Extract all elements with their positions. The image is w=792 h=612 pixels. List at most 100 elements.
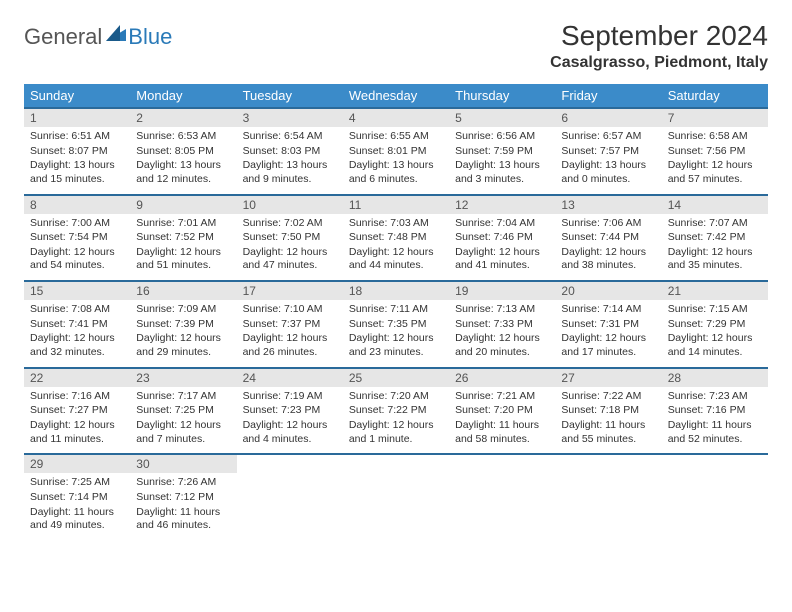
sunset-text: Sunset: 7:52 PM — [136, 231, 230, 245]
sunset-text: Sunset: 7:31 PM — [561, 318, 655, 332]
day-data-row: Sunrise: 7:16 AMSunset: 7:27 PMDaylight:… — [24, 387, 768, 455]
day-number-cell: 15 — [24, 281, 130, 300]
daylight-text: Daylight: 13 hours and 9 minutes. — [243, 159, 337, 186]
dow-friday: Friday — [555, 84, 661, 108]
header: General Blue September 2024 Casalgrasso,… — [24, 20, 768, 72]
title-block: September 2024 Casalgrasso, Piedmont, It… — [550, 20, 768, 72]
day-data-row: Sunrise: 6:51 AMSunset: 8:07 PMDaylight:… — [24, 127, 768, 195]
sunset-text: Sunset: 8:03 PM — [243, 145, 337, 159]
daylight-text: Daylight: 13 hours and 0 minutes. — [561, 159, 655, 186]
day-number-row: 2930 — [24, 454, 768, 473]
day-data-cell: Sunrise: 7:16 AMSunset: 7:27 PMDaylight:… — [24, 387, 130, 455]
sunrise-text: Sunrise: 7:20 AM — [349, 390, 443, 404]
sunset-text: Sunset: 8:05 PM — [136, 145, 230, 159]
sunrise-text: Sunrise: 7:11 AM — [349, 303, 443, 317]
sunrise-text: Sunrise: 6:51 AM — [30, 130, 124, 144]
day-data-cell: Sunrise: 7:14 AMSunset: 7:31 PMDaylight:… — [555, 300, 661, 368]
day-data-cell: Sunrise: 7:06 AMSunset: 7:44 PMDaylight:… — [555, 214, 661, 282]
sunrise-text: Sunrise: 7:03 AM — [349, 217, 443, 231]
sunrise-text: Sunrise: 6:54 AM — [243, 130, 337, 144]
day-data-cell: Sunrise: 7:23 AMSunset: 7:16 PMDaylight:… — [662, 387, 768, 455]
sunset-text: Sunset: 7:59 PM — [455, 145, 549, 159]
day-data-cell: Sunrise: 7:10 AMSunset: 7:37 PMDaylight:… — [237, 300, 343, 368]
daylight-text: Daylight: 11 hours and 58 minutes. — [455, 419, 549, 446]
dow-thursday: Thursday — [449, 84, 555, 108]
daylight-text: Daylight: 12 hours and 4 minutes. — [243, 419, 337, 446]
daylight-text: Daylight: 12 hours and 54 minutes. — [30, 246, 124, 273]
day-number-row: 1234567 — [24, 108, 768, 127]
sunrise-text: Sunrise: 7:07 AM — [668, 217, 762, 231]
day-number-cell — [237, 454, 343, 473]
day-number-row: 22232425262728 — [24, 368, 768, 387]
day-number-cell: 14 — [662, 195, 768, 214]
day-data-cell: Sunrise: 7:11 AMSunset: 7:35 PMDaylight:… — [343, 300, 449, 368]
day-number-cell: 13 — [555, 195, 661, 214]
dow-wednesday: Wednesday — [343, 84, 449, 108]
day-number-row: 891011121314 — [24, 195, 768, 214]
day-number-cell: 16 — [130, 281, 236, 300]
day-number-cell: 12 — [449, 195, 555, 214]
day-data-cell — [662, 473, 768, 540]
sunrise-text: Sunrise: 7:08 AM — [30, 303, 124, 317]
day-data-cell: Sunrise: 7:21 AMSunset: 7:20 PMDaylight:… — [449, 387, 555, 455]
day-data-cell: Sunrise: 7:13 AMSunset: 7:33 PMDaylight:… — [449, 300, 555, 368]
day-data-cell: Sunrise: 6:51 AMSunset: 8:07 PMDaylight:… — [24, 127, 130, 195]
sunset-text: Sunset: 8:01 PM — [349, 145, 443, 159]
day-number-cell — [343, 454, 449, 473]
day-number-cell: 9 — [130, 195, 236, 214]
dow-monday: Monday — [130, 84, 236, 108]
day-data-cell — [555, 473, 661, 540]
day-data-cell: Sunrise: 6:54 AMSunset: 8:03 PMDaylight:… — [237, 127, 343, 195]
sunrise-text: Sunrise: 6:57 AM — [561, 130, 655, 144]
daylight-text: Daylight: 12 hours and 7 minutes. — [136, 419, 230, 446]
day-data-cell: Sunrise: 7:19 AMSunset: 7:23 PMDaylight:… — [237, 387, 343, 455]
sunset-text: Sunset: 7:27 PM — [30, 404, 124, 418]
daylight-text: Daylight: 13 hours and 3 minutes. — [455, 159, 549, 186]
sunrise-text: Sunrise: 7:10 AM — [243, 303, 337, 317]
sunset-text: Sunset: 7:37 PM — [243, 318, 337, 332]
sunset-text: Sunset: 7:44 PM — [561, 231, 655, 245]
logo: General Blue — [24, 20, 172, 50]
day-number-cell: 30 — [130, 454, 236, 473]
sunset-text: Sunset: 7:39 PM — [136, 318, 230, 332]
sunset-text: Sunset: 7:16 PM — [668, 404, 762, 418]
sunset-text: Sunset: 7:25 PM — [136, 404, 230, 418]
daylight-text: Daylight: 12 hours and 17 minutes. — [561, 332, 655, 359]
sunset-text: Sunset: 7:41 PM — [30, 318, 124, 332]
day-number-cell: 21 — [662, 281, 768, 300]
daylight-text: Daylight: 12 hours and 29 minutes. — [136, 332, 230, 359]
day-data-cell: Sunrise: 7:02 AMSunset: 7:50 PMDaylight:… — [237, 214, 343, 282]
daylight-text: Daylight: 12 hours and 47 minutes. — [243, 246, 337, 273]
daylight-text: Daylight: 12 hours and 38 minutes. — [561, 246, 655, 273]
daylight-text: Daylight: 12 hours and 35 minutes. — [668, 246, 762, 273]
day-data-cell: Sunrise: 7:26 AMSunset: 7:12 PMDaylight:… — [130, 473, 236, 540]
day-number-cell: 11 — [343, 195, 449, 214]
sunrise-text: Sunrise: 6:53 AM — [136, 130, 230, 144]
sunrise-text: Sunrise: 6:56 AM — [455, 130, 549, 144]
day-data-cell: Sunrise: 7:03 AMSunset: 7:48 PMDaylight:… — [343, 214, 449, 282]
sunset-text: Sunset: 7:46 PM — [455, 231, 549, 245]
day-number-cell: 25 — [343, 368, 449, 387]
day-data-cell: Sunrise: 6:53 AMSunset: 8:05 PMDaylight:… — [130, 127, 236, 195]
day-data-cell — [237, 473, 343, 540]
day-number-cell — [555, 454, 661, 473]
day-data-cell: Sunrise: 6:57 AMSunset: 7:57 PMDaylight:… — [555, 127, 661, 195]
day-number-cell: 6 — [555, 108, 661, 127]
sunset-text: Sunset: 7:57 PM — [561, 145, 655, 159]
dow-sunday: Sunday — [24, 84, 130, 108]
sunrise-text: Sunrise: 7:21 AM — [455, 390, 549, 404]
month-title: September 2024 — [550, 20, 768, 52]
sunrise-text: Sunrise: 7:01 AM — [136, 217, 230, 231]
daylight-text: Daylight: 11 hours and 46 minutes. — [136, 506, 230, 533]
daylight-text: Daylight: 12 hours and 23 minutes. — [349, 332, 443, 359]
day-number-cell: 27 — [555, 368, 661, 387]
day-data-cell: Sunrise: 7:07 AMSunset: 7:42 PMDaylight:… — [662, 214, 768, 282]
day-number-cell: 26 — [449, 368, 555, 387]
day-data-cell: Sunrise: 6:58 AMSunset: 7:56 PMDaylight:… — [662, 127, 768, 195]
day-number-cell — [449, 454, 555, 473]
day-number-cell: 28 — [662, 368, 768, 387]
day-data-cell: Sunrise: 7:08 AMSunset: 7:41 PMDaylight:… — [24, 300, 130, 368]
day-number-cell: 2 — [130, 108, 236, 127]
day-number-cell: 3 — [237, 108, 343, 127]
day-data-cell: Sunrise: 7:17 AMSunset: 7:25 PMDaylight:… — [130, 387, 236, 455]
